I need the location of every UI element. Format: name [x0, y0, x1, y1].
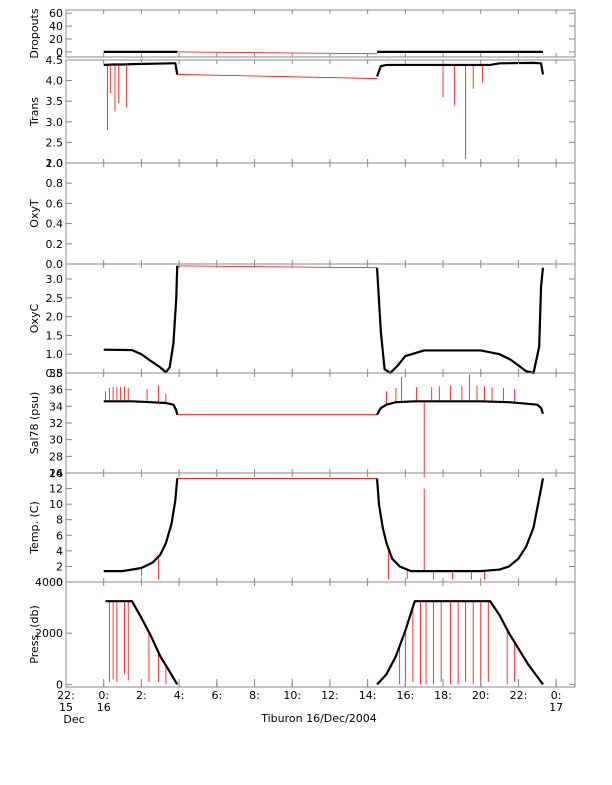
panel-frame [65, 162, 576, 265]
panel-6: 0 2 4 6 8 10 12 14 Temp. (C) [28, 467, 576, 589]
x-tick-label: 14: [359, 689, 377, 702]
x-tick-sublabel: 16 [97, 701, 111, 714]
y-tick-label: 0.8 [46, 177, 64, 190]
data-series-line [103, 478, 179, 573]
y-tick-label: 4.5 [46, 54, 64, 67]
y-tick-label: 0.0 [46, 258, 64, 271]
x-tick-label: 12: [321, 689, 339, 702]
x-tick-label: 22: [510, 689, 528, 702]
panel-frame [65, 59, 576, 164]
x-tick-sublabel: 15 [59, 701, 73, 714]
x-tick-label: 4: [174, 689, 185, 702]
y-tick-label: 0 [56, 678, 63, 691]
y-tick-label: 2000 [35, 627, 63, 640]
x-tick-label: 2: [136, 689, 147, 702]
x-tick-label: 18: [434, 689, 452, 702]
data-series-line [375, 267, 545, 375]
y-tick-label: 1.5 [46, 329, 64, 342]
x-tick-label: 8: [249, 689, 260, 702]
y-tick-label: 0 [56, 46, 63, 59]
panel-frame [65, 9, 576, 58]
y-axis-title: Trans [28, 97, 41, 127]
y-tick-label: 2.0 [46, 311, 64, 324]
y-tick-label: 2.0 [46, 157, 64, 170]
panel-frame [65, 581, 576, 688]
y-tick-label: 40 [49, 20, 63, 33]
panel-frame [65, 372, 576, 474]
y-tick-label: 4000 [35, 576, 63, 589]
x-tick-label: 10: [283, 689, 301, 702]
y-tick-label: 60 [49, 7, 63, 20]
y-axis-title: Press. (db) [28, 605, 41, 664]
y-tick-label: 8 [56, 514, 63, 527]
data-series-line [103, 265, 179, 374]
data-series-line [376, 400, 544, 416]
connector-line [177, 74, 378, 79]
y-tick-label: 0 [56, 576, 63, 589]
x-tick-label: 16: [396, 689, 414, 702]
x-tick-sublabel: 17 [549, 701, 563, 714]
data-series-line [103, 400, 179, 415]
y-tick-label: 2.5 [46, 292, 64, 305]
y-tick-label: 0.2 [46, 238, 64, 251]
chart-panels: 0204060Dropouts2.02.53.03.54.04.5Trans0.… [28, 7, 576, 691]
y-tick-label: 26 [49, 467, 63, 480]
data-series-line [376, 600, 544, 686]
y-tick-label: 4.0 [46, 75, 64, 88]
panel-4: 0.5 1.0 1.5 2.0 2.5 3.0 OxyC [28, 263, 576, 380]
y-tick-label: 3.0 [46, 116, 64, 129]
y-tick-label: 0.5 [46, 367, 64, 380]
y-tick-label: 36 [49, 384, 63, 397]
connector-line [177, 265, 378, 269]
y-tick-label: 10 [49, 498, 63, 511]
y-tick-label: 3.5 [46, 95, 64, 108]
y-tick-label: 3.0 [46, 273, 64, 286]
connector-line [177, 51, 378, 55]
panel-5: 26 28 30 32 34 36 38 Sal78 (psu) [28, 367, 576, 480]
panel-2: 2.0 2.5 3.0 3.5 4.0 4.5 Trans [28, 54, 576, 170]
y-tick-label: 28 [49, 450, 63, 463]
y-tick-label: 2 [56, 560, 63, 573]
x-tick-label: 22: [57, 689, 75, 702]
panel-frame [65, 472, 576, 583]
y-tick-label: 1.0 [46, 157, 64, 170]
x-tick-label: 0: [98, 689, 109, 702]
y-axis-title: Dropouts [28, 8, 41, 58]
y-tick-label: 2.5 [46, 136, 64, 149]
x-axis-title: Tiburon 16/Dec/2004 [260, 712, 377, 725]
panel-frame [65, 263, 576, 374]
x-tick-sublabel-2: Dec [63, 713, 84, 726]
y-axis-title: OxyT [28, 199, 41, 228]
data-series-line [105, 600, 179, 685]
y-tick-label: 14 [49, 467, 63, 480]
y-axis-title: Temp. (C) [28, 501, 41, 555]
y-tick-label: 0.4 [46, 218, 64, 231]
x-tick-label: 6: [211, 689, 222, 702]
data-series-line [375, 478, 545, 573]
y-tick-label: 34 [49, 400, 63, 413]
panel-7: 0 2000 4000 Press. (db) [28, 576, 576, 691]
y-tick-label: 0.6 [46, 197, 64, 210]
y-tick-label: 32 [49, 417, 63, 430]
panel-3: 0.0 0.2 0.4 0.6 0.8 1.0 OxyT [28, 157, 576, 271]
y-tick-label: 30 [49, 434, 63, 447]
y-tick-label: 1.0 [46, 348, 64, 361]
y-tick-label: 6 [56, 529, 63, 542]
y-tick-label: 12 [49, 483, 63, 496]
x-tick-label: 20: [472, 689, 490, 702]
y-tick-label: 38 [49, 367, 63, 380]
y-axis-title: OxyC [28, 304, 41, 334]
y-tick-label: 20 [49, 33, 63, 46]
y-axis-title: Sal78 (psu) [28, 392, 41, 455]
x-tick-label: 0: [551, 689, 562, 702]
y-tick-label: 4 [56, 545, 63, 558]
data-series-line [376, 61, 545, 77]
data-series-line [103, 62, 179, 75]
